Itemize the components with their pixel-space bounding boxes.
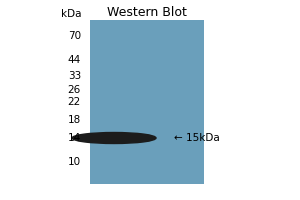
- Ellipse shape: [72, 132, 156, 144]
- Text: ← 15kDa: ← 15kDa: [174, 133, 220, 143]
- Text: 26: 26: [68, 85, 81, 95]
- Text: kDa: kDa: [61, 9, 81, 19]
- Text: 70: 70: [68, 31, 81, 41]
- Text: 10: 10: [68, 157, 81, 167]
- Text: 18: 18: [68, 115, 81, 125]
- Text: 22: 22: [68, 97, 81, 107]
- Text: 14: 14: [68, 133, 81, 143]
- Text: 33: 33: [68, 71, 81, 81]
- Text: 44: 44: [68, 55, 81, 65]
- FancyBboxPatch shape: [90, 20, 204, 184]
- Text: Western Blot: Western Blot: [107, 6, 187, 19]
